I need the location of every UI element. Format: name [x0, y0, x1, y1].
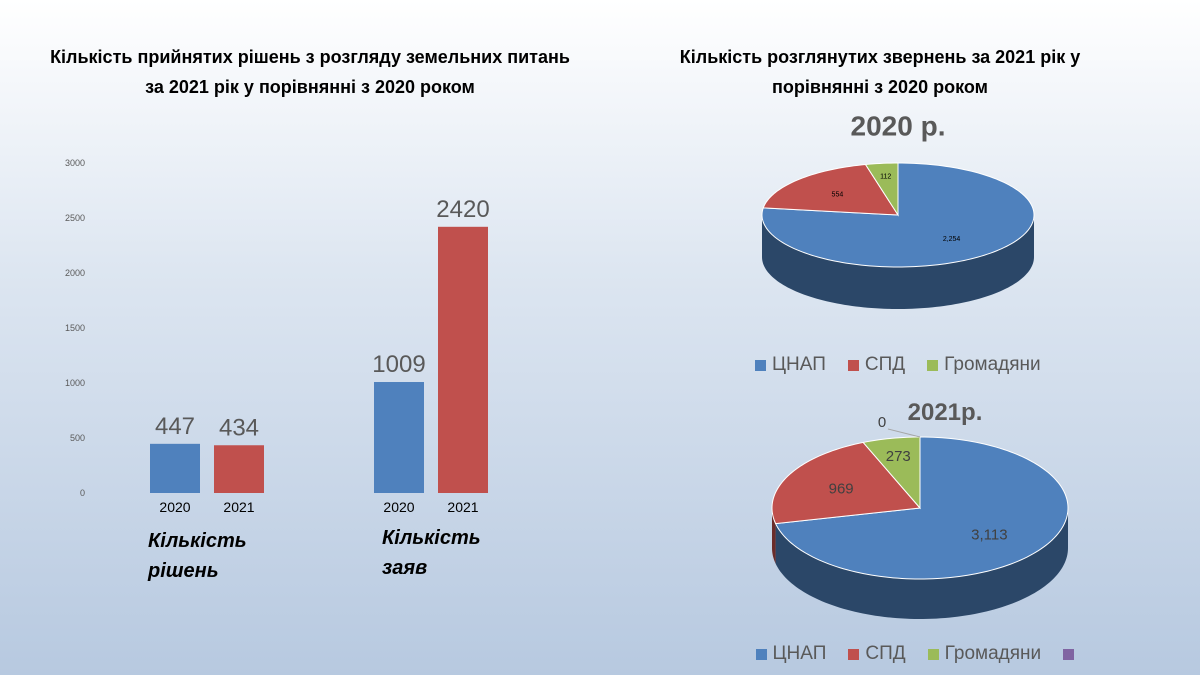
- data-label: 554: [832, 191, 844, 198]
- data-label: 1009: [372, 351, 425, 378]
- y-tick-label: 3000: [65, 158, 85, 168]
- legend-item: [1063, 648, 1080, 660]
- legend-label: Громадяни: [944, 643, 1042, 664]
- pie-slice: [862, 436, 921, 510]
- x-tick-label: 2020: [383, 499, 414, 515]
- pie: 2,254 554 112: [761, 162, 1035, 309]
- data-label: 2,254: [943, 236, 961, 243]
- y-tick-label: 2500: [65, 213, 85, 223]
- legend-label: Громадяни: [944, 354, 1041, 375]
- pie-slice: [774, 436, 1069, 580]
- pie-title: 2020 р.: [851, 110, 946, 141]
- leader-line: [887, 428, 921, 438]
- legend-swatch: [755, 648, 767, 660]
- x-tick-label: 2020: [159, 499, 190, 515]
- legend-swatch: [848, 648, 860, 660]
- pie-side: [775, 508, 1068, 619]
- legend-label: СПД: [865, 643, 906, 664]
- legend-swatch: [847, 359, 859, 371]
- legend-label: ЦНАП: [772, 643, 827, 664]
- bar: [214, 445, 264, 493]
- legend-swatch: [927, 359, 939, 371]
- pie-slice: [762, 163, 899, 216]
- legend: ЦНАП СПД Громадяни: [755, 354, 1041, 376]
- pie-slice: [771, 441, 922, 525]
- x-tick-label: 2021: [447, 499, 478, 515]
- y-tick-label: 500: [70, 433, 85, 443]
- data-label: 447: [155, 413, 195, 440]
- pie-slice: [864, 162, 899, 217]
- y-tick-label: 1000: [65, 378, 85, 388]
- legend-item: ЦНАП: [755, 354, 826, 376]
- bar-title: Кількість прийнятих рішень з розгляду зе…: [50, 47, 570, 97]
- legend-label: ЦНАП: [772, 354, 826, 375]
- data-label: 2420: [436, 196, 489, 223]
- legend-swatch: [927, 648, 939, 660]
- bar: [438, 226, 488, 494]
- legend-item: Громадяни: [927, 643, 1042, 665]
- data-label: 969: [829, 480, 854, 497]
- legend-swatch: [755, 359, 766, 371]
- legend-item: ЦНАП: [755, 643, 827, 665]
- data-label: 434: [219, 414, 259, 441]
- pie-title: 2021р.: [908, 399, 983, 426]
- legend-swatch: [1063, 648, 1075, 660]
- category-label: Кількість заяв: [382, 527, 481, 579]
- legend-item: СПД: [848, 643, 906, 665]
- data-label: 0: [878, 414, 886, 431]
- y-tick-label: 1500: [65, 323, 85, 333]
- data-label: 112: [880, 174, 891, 181]
- legend-label: СПД: [864, 354, 906, 375]
- y-tick-label: 0: [80, 488, 85, 498]
- bar: [150, 443, 200, 493]
- legend-item: Громадяни: [927, 354, 1041, 376]
- bar: [374, 382, 424, 493]
- x-tick-label: 2021: [223, 499, 254, 515]
- pie-section-title: Кількість розглянутих звернень за 2021 р…: [679, 47, 1081, 97]
- y-tick-label: 2000: [65, 268, 85, 278]
- category-label: Кількість рішень: [148, 530, 247, 582]
- data-label: 3,113: [971, 527, 1007, 544]
- legend: ЦНАП СПД Громадяни: [755, 643, 1081, 665]
- pie-side: [762, 215, 1034, 309]
- legend-item: СПД: [847, 354, 906, 376]
- data-label: 273: [886, 448, 911, 465]
